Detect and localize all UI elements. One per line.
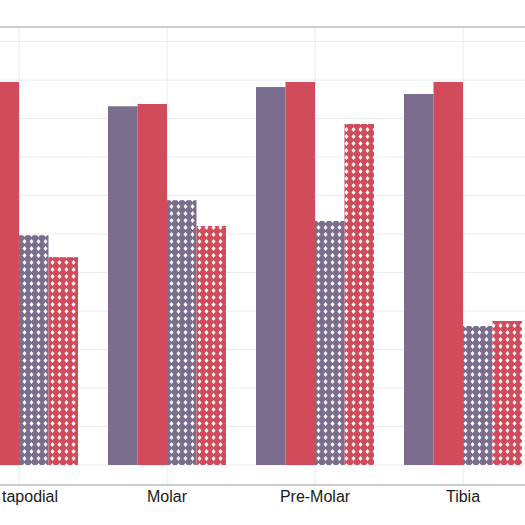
- bar: [108, 106, 138, 465]
- grid-line: [0, 80, 525, 81]
- bar: [404, 94, 434, 465]
- bars: [0, 82, 522, 465]
- chart: tapodial Molar Pre-Molar Tibia: [0, 0, 525, 525]
- x-tick-label: Molar: [147, 488, 188, 505]
- x-tick-label: Pre-Molar: [280, 488, 351, 505]
- grid: [0, 27, 525, 485]
- bar: [49, 257, 79, 465]
- bar: [493, 321, 523, 465]
- frame-bottom: [0, 485, 525, 486]
- grid-line: [0, 41, 525, 42]
- x-tick-label: Tibia: [446, 488, 480, 505]
- x-tick-label: tapodial: [2, 488, 58, 505]
- bar: [286, 82, 316, 465]
- bar: [463, 326, 493, 465]
- bar: [256, 87, 286, 465]
- bar: [197, 226, 227, 465]
- bar: [138, 104, 168, 465]
- background: [0, 0, 525, 525]
- bar: [19, 235, 49, 465]
- bar: [0, 82, 19, 465]
- bar: [167, 200, 197, 465]
- bar: [315, 221, 345, 465]
- bar: [434, 82, 464, 465]
- frame-top: [0, 27, 525, 28]
- bar: [345, 124, 375, 465]
